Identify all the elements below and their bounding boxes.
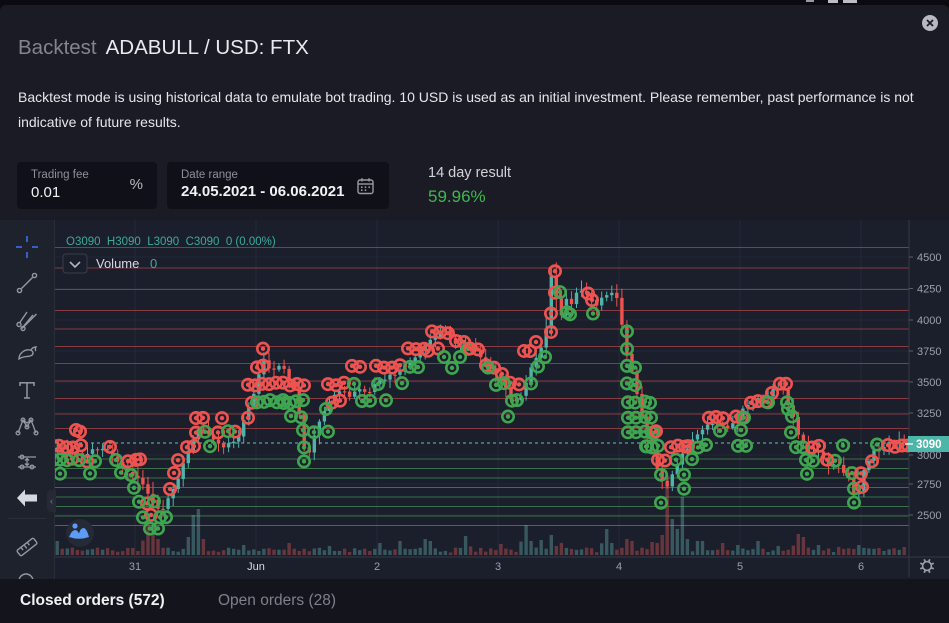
- svg-text:4000: 4000: [917, 315, 941, 327]
- svg-text:3: 3: [495, 561, 501, 573]
- svg-text:3750: 3750: [917, 346, 941, 358]
- svg-text:6: 6: [858, 561, 864, 573]
- svg-text:4: 4: [616, 561, 622, 573]
- svg-text:3500: 3500: [917, 377, 941, 389]
- svg-text:2500: 2500: [917, 510, 941, 522]
- svg-text:0: 0: [150, 256, 157, 271]
- svg-text:4250: 4250: [917, 284, 941, 296]
- svg-text:Volume: Volume: [96, 256, 139, 271]
- svg-text:O3090 H3090 L3090 C3090 0: O3090 H3090 L3090 C3090 0 (0.00%): [66, 236, 276, 248]
- svg-text:4500: 4500: [917, 252, 941, 264]
- svg-text:31: 31: [129, 561, 141, 573]
- svg-text:2750: 2750: [917, 479, 941, 491]
- svg-text:2: 2: [374, 561, 380, 573]
- svg-text:Jun: Jun: [247, 561, 265, 573]
- svg-text:3250: 3250: [917, 408, 941, 420]
- svg-text:5: 5: [737, 561, 743, 573]
- svg-text:3090: 3090: [916, 439, 942, 451]
